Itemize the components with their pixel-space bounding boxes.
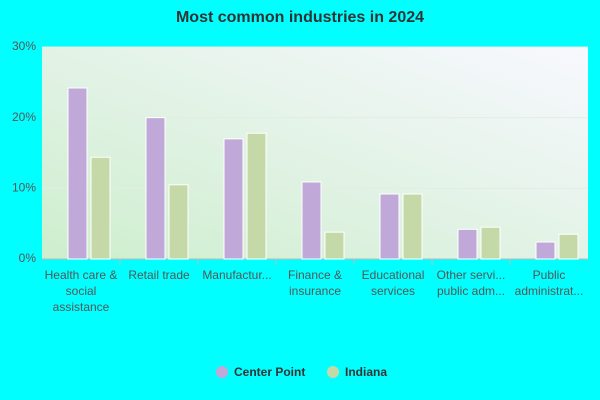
bar [168, 184, 189, 260]
bar [480, 226, 501, 260]
y-tick-label: 20% [12, 110, 36, 124]
bar [301, 181, 322, 260]
bar [67, 87, 88, 260]
bar [324, 231, 345, 260]
y-tick-label: 10% [12, 181, 36, 195]
y-tick-label: 30% [12, 39, 36, 53]
x-tick-label: Public administrat... [514, 268, 584, 298]
bar [90, 156, 111, 260]
bar [379, 193, 400, 260]
x-tick-label: Health care & social assistance [44, 268, 118, 314]
x-tick-label: Educational services [361, 268, 425, 298]
legend-label: Indiana [345, 365, 387, 379]
legend-label: Center Point [234, 365, 305, 379]
y-tick-label: 0% [19, 251, 37, 265]
legend-marker [327, 366, 339, 378]
x-tick-label: Finance & insurance [287, 268, 343, 298]
legend-marker [216, 366, 228, 378]
bar [246, 132, 267, 260]
bar [402, 193, 423, 260]
bar [558, 233, 579, 260]
bar [223, 138, 244, 260]
bar [457, 228, 478, 260]
bar [535, 241, 556, 260]
bar [145, 117, 166, 260]
x-tick-label: Retail trade [128, 268, 190, 282]
x-tick-label: Manufactur... [202, 268, 272, 282]
x-tick-label: Other servi... public adm... [436, 268, 506, 298]
chart-title: Most common industries in 2024 [176, 9, 424, 26]
